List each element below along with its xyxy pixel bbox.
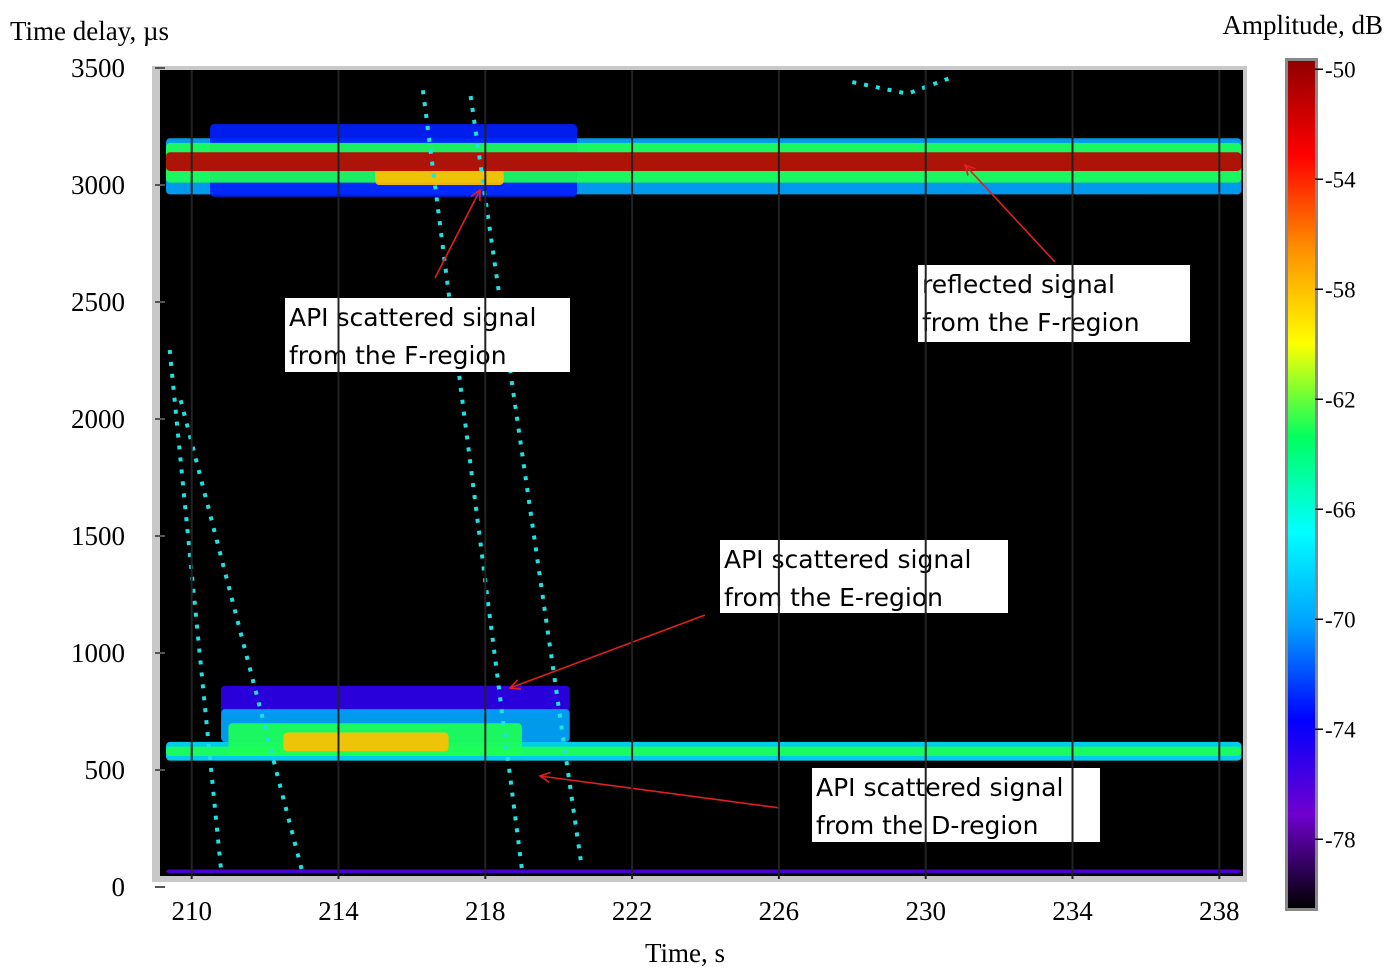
annotation-box: [720, 540, 1008, 613]
annotation-text: from the D-region: [816, 811, 1038, 840]
arrow: [540, 776, 781, 809]
x-tick-label: 214: [318, 896, 359, 926]
annotation-text: from the F-region: [289, 341, 507, 370]
heat-band: [166, 869, 1242, 873]
annotation-text: reflected signal: [922, 270, 1115, 299]
y-tick-label: 1000: [71, 638, 125, 668]
heat-band: [283, 732, 449, 752]
x-tick-label: 210: [171, 896, 212, 926]
colorbar-tick-label: -62: [1325, 387, 1356, 412]
annotation-box: [285, 298, 570, 372]
x-tick-label: 218: [465, 896, 506, 926]
colorbar-tick-label: -70: [1325, 607, 1356, 632]
colorbar-tick-label: -50: [1325, 57, 1356, 82]
annotation-text: from the E-region: [724, 583, 943, 612]
y-tick-label: 2000: [71, 404, 125, 434]
y-tick-label: 0: [112, 872, 126, 902]
arrow: [965, 165, 1056, 263]
heat-band: [221, 685, 570, 714]
y-axis-label: Time delay, µs: [10, 16, 169, 46]
x-axis-label: Time, s: [645, 938, 725, 968]
y-tick-label: 3500: [71, 53, 125, 83]
x-tick-label: 226: [759, 896, 800, 926]
colorbar-tick-label: -54: [1325, 167, 1356, 192]
annotation-box: [812, 768, 1100, 842]
x-tick-label: 222: [612, 896, 653, 926]
colorbar-tick-label: -58: [1325, 277, 1356, 302]
y-tick-label: 500: [85, 755, 126, 785]
y-tick-label: 1500: [71, 521, 125, 551]
annotation-text: from the F-region: [922, 308, 1140, 337]
trace: [167, 349, 224, 871]
y-tick-label: 2500: [71, 287, 125, 317]
colorbar-tick-label: -78: [1325, 827, 1356, 852]
annotation-text: API scattered signal: [724, 545, 971, 574]
heat-band: [166, 152, 1242, 171]
annotation-text: API scattered signal: [289, 303, 536, 332]
trace: [468, 95, 583, 861]
colorbar-tick-label: -74: [1325, 717, 1356, 742]
x-tick-label: 230: [905, 896, 946, 926]
y-tick-label: 3000: [71, 170, 125, 200]
trace: [178, 399, 304, 871]
x-tick-label: 238: [1199, 896, 1240, 926]
arrow: [434, 190, 480, 279]
heat-band: [375, 168, 504, 185]
colorbar-tick-label: -66: [1325, 497, 1356, 522]
colorbar-label: Amplitude, dB: [1223, 10, 1384, 40]
x-tick-label: 234: [1052, 896, 1093, 926]
colorbar: [1288, 61, 1315, 908]
arrow: [510, 614, 706, 688]
annotation-box: [918, 265, 1190, 342]
annotation-text: API scattered signal: [816, 773, 1063, 802]
